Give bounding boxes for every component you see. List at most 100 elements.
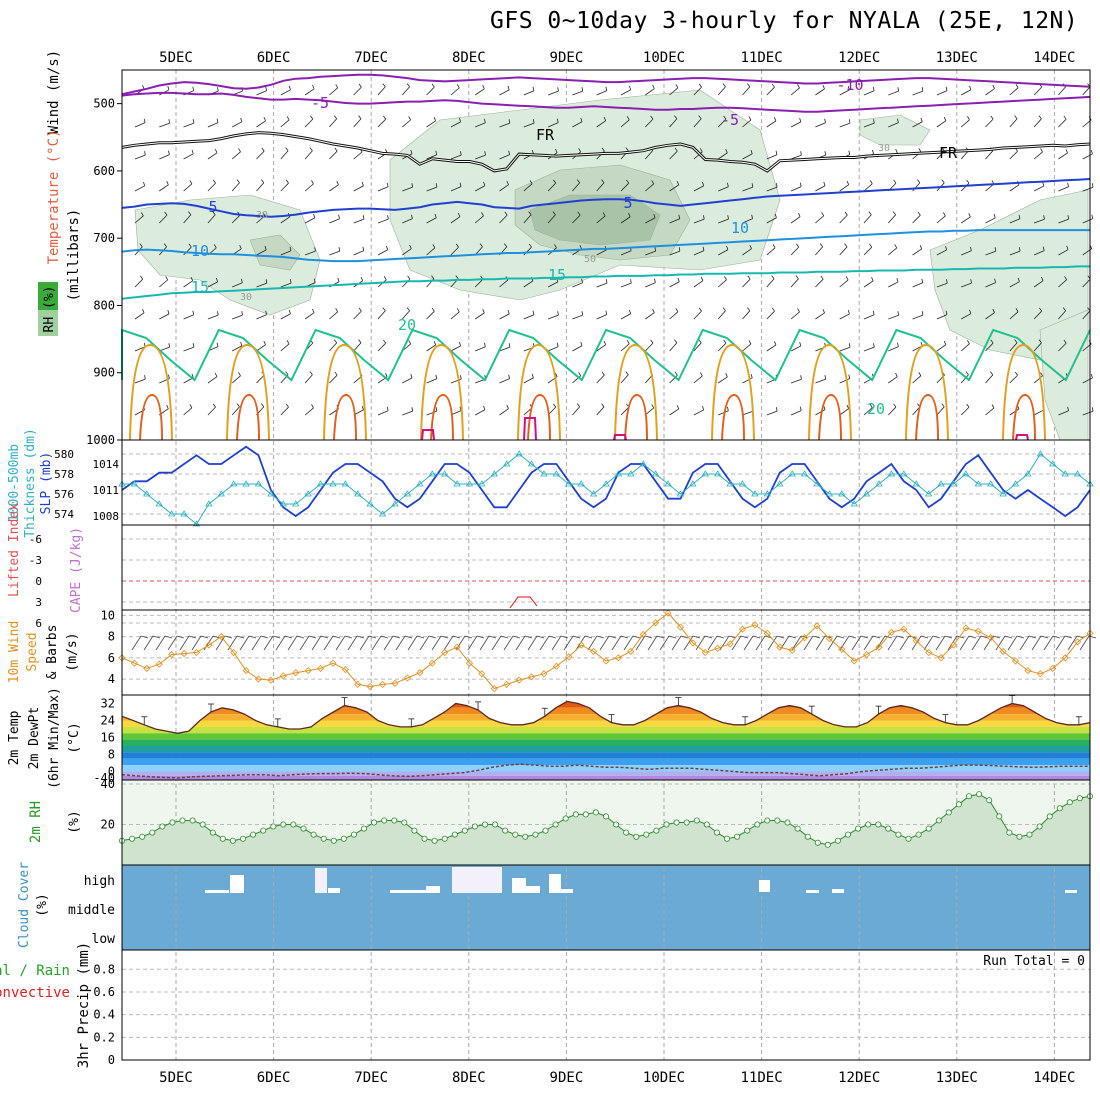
wind-barb [815,312,825,320]
wind-barb [329,118,338,128]
wind-barb-flag [845,276,849,281]
wind-barb-flag [628,213,631,218]
wind-barb-flag [238,372,241,377]
surface-wind-barb [743,635,754,651]
wind-barb-flag [409,244,412,249]
surface-wind-barb [671,635,682,651]
surface-wind-barb-flag [1064,635,1073,639]
surface-wind-barb [335,635,346,651]
wind-speed-point [726,640,734,648]
wind-barb [377,86,386,96]
wind-barb-flag [214,148,218,153]
wind-barb [523,122,535,128]
temp-tick: 16 [101,731,115,745]
rh-point [391,817,398,824]
ylabel-2m-rh: 2m RH [28,801,44,843]
wind-barb-flag [577,211,581,216]
wind-barb-flag [869,180,873,184]
wind-barb-flag [458,117,461,122]
surface-wind-barb [1031,635,1042,651]
wind-barb [717,118,727,128]
wind-barb [1058,342,1067,352]
ylabel-cloud-cover: Cloud Cover [17,862,32,948]
wind-barb [936,314,948,320]
cloud-cover-bar [1065,890,1077,893]
wind-barb [572,345,583,352]
wind-barb-flag [699,372,703,377]
isotherm-35-loop [1015,434,1029,441]
wind-barb-flag [578,372,582,376]
surface-wind-barb [467,635,478,651]
wind-barb [1082,377,1093,384]
thickness-point [875,480,883,487]
wind-barb-flag [192,343,195,348]
surface-wind-barb [935,635,946,651]
rh-point [744,827,751,834]
wind-speed-point [949,641,958,649]
contour-label: 20 [398,316,416,334]
wind-barb [985,88,995,96]
wind-barb [450,154,462,160]
wind-barb [596,90,607,96]
wind-barb-flag [164,211,168,216]
wind-barb-flag [897,311,900,316]
wind-barb-flag [650,115,654,120]
temp-band [122,752,1090,759]
rh-point [855,825,862,832]
series-line-1 [122,453,1091,525]
rh-point [330,837,337,844]
wind-barb [815,88,825,96]
wind-barb-flag [674,115,678,120]
surface-wind-barb-flag [380,635,389,639]
wind-barb [183,314,194,320]
wind-barb [645,150,653,160]
wind-barb [888,214,896,224]
isotherm-35-loop [613,434,627,441]
wind-barb-flag [848,343,851,348]
wind-barb-flag [142,84,145,89]
rh-point [219,835,226,842]
wind-barb-flag [1017,277,1020,282]
wind-barb-flag [698,307,702,312]
isotherm-30-loop [333,393,357,441]
wind-barb-flag [192,310,195,315]
wind-barb-flag [941,403,945,408]
rh-point [522,833,529,840]
rh-point [986,797,993,804]
wind-barb-flag [338,214,340,219]
wind-barb [985,342,994,352]
wind-barb [329,250,340,256]
wind-barb-flag [143,181,146,186]
surface-wind-barb-flag [668,635,677,639]
wind-barb [280,119,290,128]
wind-speed-point [776,643,784,651]
surface-wind-barb [1019,635,1030,651]
wind-barb-flag [528,211,532,216]
wind-barb [1033,280,1044,288]
wind-barb-flag [411,214,413,219]
wind-barb-flag [506,180,509,185]
wind-barb [766,154,778,160]
date-label-top: 11DEC [741,50,783,66]
surface-wind-barb-flag [992,635,1001,639]
wind-barb [402,410,413,416]
wind-barb [936,282,948,288]
wind-speed-point [304,666,312,675]
wind-barb [839,122,851,128]
wind-barb-flag [1063,115,1067,120]
wind-barb-flag [992,84,995,89]
wind-speed-point [664,609,672,617]
wind-barb [936,249,947,256]
wind-barb [717,376,728,384]
wind-barb-flag [265,86,267,91]
wind-barb [815,122,826,128]
wind-barb [985,312,995,320]
wind-barb [839,279,849,288]
surface-wind-barb [215,635,226,651]
ylabel-total-rain: tal / Rain [0,963,70,979]
wind-barb-flag [532,310,535,315]
surface-wind-barb [623,635,634,651]
surface-wind-barb [707,635,718,651]
wind-barb-flag [214,372,218,377]
wind-barb [159,154,170,160]
